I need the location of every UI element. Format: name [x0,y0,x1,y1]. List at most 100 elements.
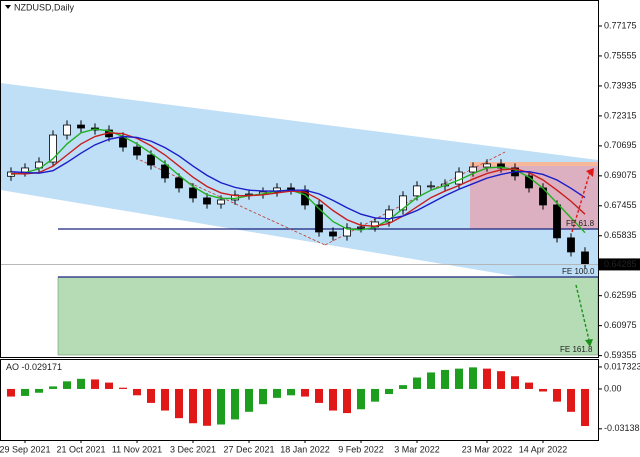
candle-body [357,226,365,229]
ao-bar [259,388,267,405]
y-tick-label: 0.017323 [604,361,640,371]
y-tick-label: 0.77175 [604,20,637,30]
candle-body [161,164,169,179]
candle-body [147,154,155,166]
x-tick-label: 29 Sep 2021 [0,444,51,454]
ao-bar [511,376,519,389]
candle-body [203,197,211,205]
ao-bar [497,371,505,389]
moving-average [10,135,586,220]
arrow-head [585,339,593,347]
ao-bar [567,388,575,412]
x-tick-label: 23 Mar 2022 [462,444,513,454]
ao-bar [175,388,183,419]
indicator-label: AO -0.029171 [6,362,62,372]
ao-bar [161,388,169,411]
ao-bar [315,388,323,403]
ao-bar [77,378,85,389]
ao-bar [469,367,477,389]
indicator-name: AO [6,362,19,372]
candle-body [315,204,323,233]
candle-body [35,161,43,169]
y-tick-label: 0.72315 [604,110,637,120]
ao-bar [7,388,15,397]
last-price-box [599,258,640,271]
last-price-label: 0.64285 [604,259,637,269]
ao-bar [63,381,71,389]
ao-bar [413,377,421,389]
main-frame [0,0,599,358]
ao-bar [343,388,351,414]
menu-arrow [5,5,11,9]
candle-body [413,185,421,197]
chart-title: NZDUSD,Daily [14,2,75,12]
ao-bar [105,382,113,389]
y-tick-label: 0.75555 [604,50,637,60]
ao-bar [483,368,491,389]
y-tick-label: 0.69075 [604,170,637,180]
candle-body [49,134,57,163]
candle-body [343,227,351,237]
fibo-label: FE 161.8 [560,345,593,354]
moving-average [10,128,586,234]
ao-bar [385,388,393,395]
ao-bar [287,388,295,396]
ao-bar [455,368,463,389]
candle-body [399,195,407,211]
candle-body [525,175,533,189]
candle-body [329,231,337,237]
candle-body [189,187,197,199]
candle-body [483,163,491,168]
ao-bar [581,388,589,427]
x-tick-label: 9 Feb 2022 [338,444,384,454]
fibo-label: FE 100.0 [562,267,595,276]
ao-bar [189,388,197,424]
ao-bar [329,388,337,411]
candle-body [553,204,561,239]
ao-bar [357,388,365,410]
ao-bar [21,388,29,396]
ao-bar [525,382,533,389]
y-tick-label: 0.73935 [604,80,637,90]
ao-bar [539,388,547,392]
candle-body [455,171,463,185]
ao-bar [441,369,449,389]
candle-body [427,185,435,188]
candle-body [497,163,505,169]
retracement-zone-top [470,162,598,166]
candle-body [469,166,477,173]
candle-body [175,177,183,189]
y-tick-label: 0.67455 [604,200,637,210]
ao-bar [427,372,435,389]
ao-bar [147,388,155,403]
x-tick-label: 18 Jan 2022 [280,444,330,454]
price-channel [0,83,598,290]
ao-bar [245,388,253,412]
ao-bar [553,388,561,402]
fibo-ray [139,159,326,246]
plot [0,120,598,427]
candle-body [63,124,71,136]
x-tick-label: 27 Dec 2021 [223,444,274,454]
arrow-head [586,168,594,177]
target-zone [57,276,599,356]
ao-bar [273,388,281,398]
moving-average [10,132,586,227]
ao-bar [203,388,211,426]
ao-bar [371,388,379,402]
candle-body [217,199,225,205]
indicator-value: -0.029171 [22,362,63,372]
x-tick-label: 3 Dec 2021 [170,444,216,454]
y-tick-label: -0.031385 [604,423,640,433]
y-tick-label: 0.62595 [604,290,637,300]
candle-body [581,251,589,265]
ao-bar [301,388,309,397]
drawing-objects: NZDUSD,Daily FE 61.8 FE 100.0 FE 161.8 [5,2,595,354]
y-tick-label: 0.65835 [604,230,637,240]
y-tick-label: 0.70695 [604,140,637,150]
ao-bar [231,388,239,420]
candle-body [133,146,141,156]
indicator-frame [0,359,599,441]
ao-bar [35,388,43,393]
